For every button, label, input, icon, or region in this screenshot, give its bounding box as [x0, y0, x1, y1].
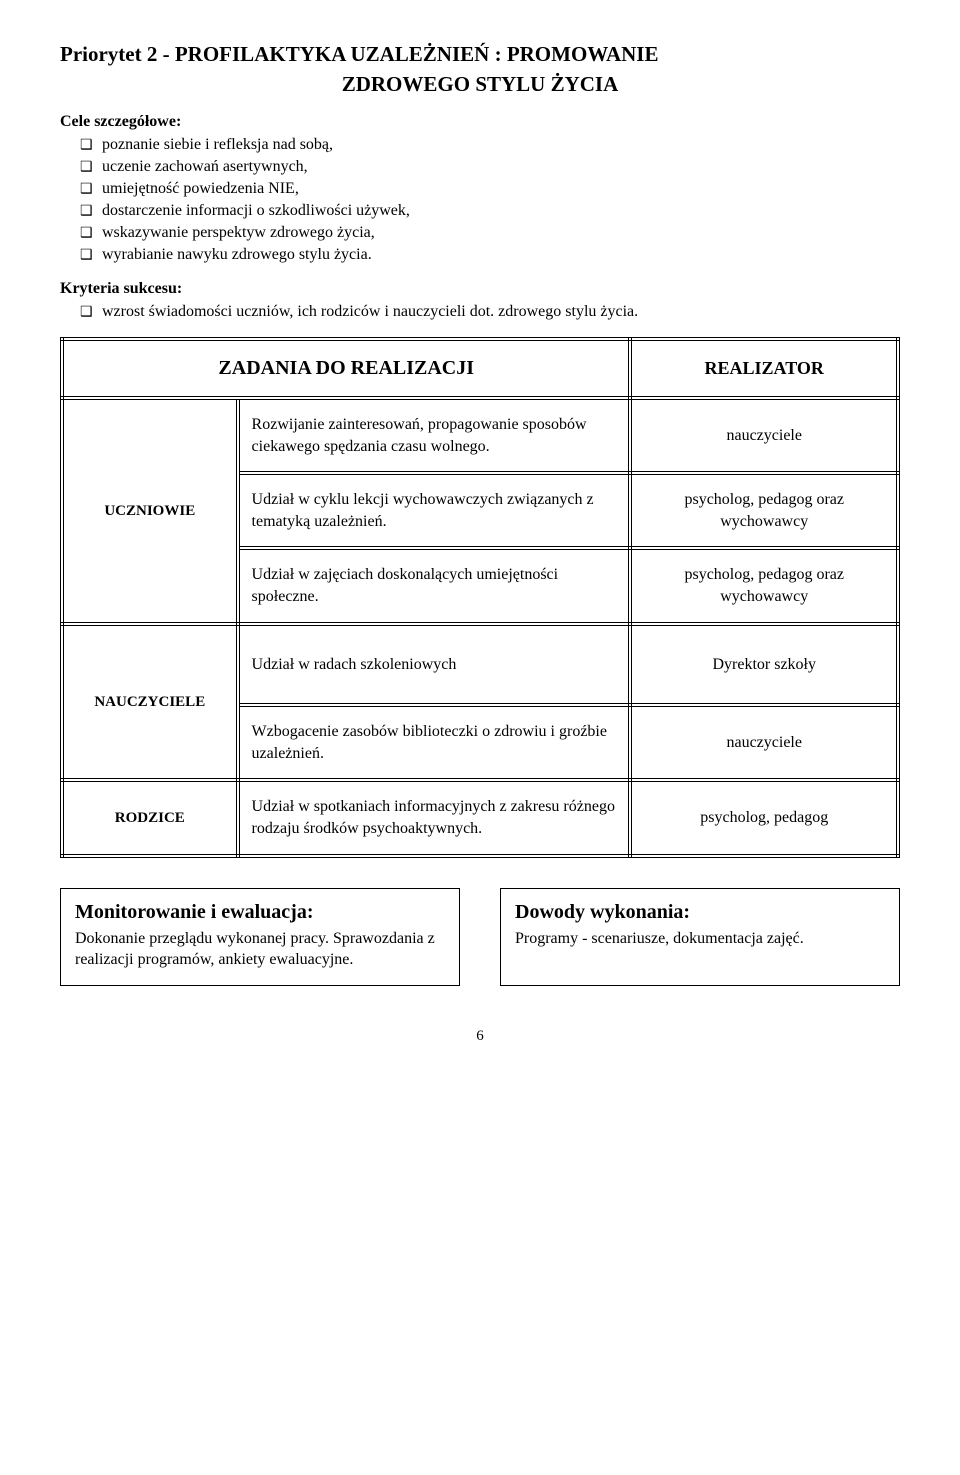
- evidence-title: Dowody wykonania:: [515, 899, 885, 926]
- page-number: 6: [60, 1026, 900, 1046]
- cele-item: wskazywanie perspektyw zdrowego życia,: [102, 222, 900, 244]
- tasks-table: ZADANIA DO REALIZACJI REALIZATOR UCZNIOW…: [60, 337, 900, 858]
- table-row: NAUCZYCIELE Udział w radach szkoleniowyc…: [62, 624, 898, 706]
- task-cell: Wzbogacenie zasobów biblioteczki o zdrow…: [238, 705, 631, 780]
- task-cell: Udział w zajęciach doskonalących umiejęt…: [238, 548, 631, 623]
- monitoring-text: Dokonanie przeglądu wykonanej pracy. Spr…: [75, 928, 445, 971]
- realizator-cell: Dyrektor szkoły: [630, 624, 898, 706]
- realizator-cell: nauczyciele: [630, 398, 898, 473]
- monitoring-title: Monitorowanie i ewaluacja:: [75, 899, 445, 926]
- task-cell: Udział w radach szkoleniowych: [238, 624, 631, 706]
- group-label-rodzice: RODZICE: [62, 780, 238, 855]
- cele-item: wyrabianie nawyku zdrowego stylu życia.: [102, 244, 900, 266]
- realizator-cell: psycholog, pedagog oraz wychowawcy: [630, 548, 898, 623]
- table-row: UCZNIOWIE Rozwijanie zainteresowań, prop…: [62, 398, 898, 473]
- task-cell: Udział w cyklu lekcji wychowawczych zwią…: [238, 473, 631, 548]
- header-realizator: REALIZATOR: [705, 358, 824, 378]
- bottom-boxes: Monitorowanie i ewaluacja: Dokonanie prz…: [60, 888, 900, 986]
- page-title-line2: ZDROWEGO STYLU ŻYCIA: [180, 70, 780, 98]
- task-cell: Udział w spotkaniach informacyjnych z za…: [238, 780, 631, 855]
- page-title-line1: Priorytet 2 - PROFILAKTYKA UZALEŻNIEŃ : …: [60, 40, 900, 68]
- evidence-box: Dowody wykonania: Programy - scenariusze…: [500, 888, 900, 986]
- realizator-cell: psycholog, pedagog: [630, 780, 898, 855]
- kryteria-heading: Kryteria sukcesu:: [60, 278, 900, 300]
- cele-item: poznanie siebie i refleksja nad sobą,: [102, 134, 900, 156]
- group-label-nauczyciele: NAUCZYCIELE: [62, 624, 238, 781]
- cele-item: umiejętność powiedzenia NIE,: [102, 178, 900, 200]
- evidence-text: Programy - scenariusze, dokumentacja zaj…: [515, 928, 885, 950]
- realizator-cell: nauczyciele: [630, 705, 898, 780]
- monitoring-box: Monitorowanie i ewaluacja: Dokonanie prz…: [60, 888, 460, 986]
- table-header-row: ZADANIA DO REALIZACJI REALIZATOR: [62, 339, 898, 398]
- kryteria-list: wzrost świadomości uczniów, ich rodziców…: [60, 301, 900, 323]
- kryteria-item: wzrost świadomości uczniów, ich rodziców…: [102, 301, 900, 323]
- cele-heading: Cele szczegółowe:: [60, 111, 900, 133]
- cele-item: uczenie zachowań asertywnych,: [102, 156, 900, 178]
- realizator-cell: psycholog, pedagog oraz wychowawcy: [630, 473, 898, 548]
- task-cell: Rozwijanie zainteresowań, propagowanie s…: [238, 398, 631, 473]
- cele-list: poznanie siebie i refleksja nad sobą, uc…: [60, 134, 900, 265]
- header-tasks: ZADANIA DO REALIZACJI: [218, 357, 474, 379]
- group-label-uczniowie: UCZNIOWIE: [62, 398, 238, 624]
- table-row: RODZICE Udział w spotkaniach informacyjn…: [62, 780, 898, 855]
- cele-item: dostarczenie informacji o szkodliwości u…: [102, 200, 900, 222]
